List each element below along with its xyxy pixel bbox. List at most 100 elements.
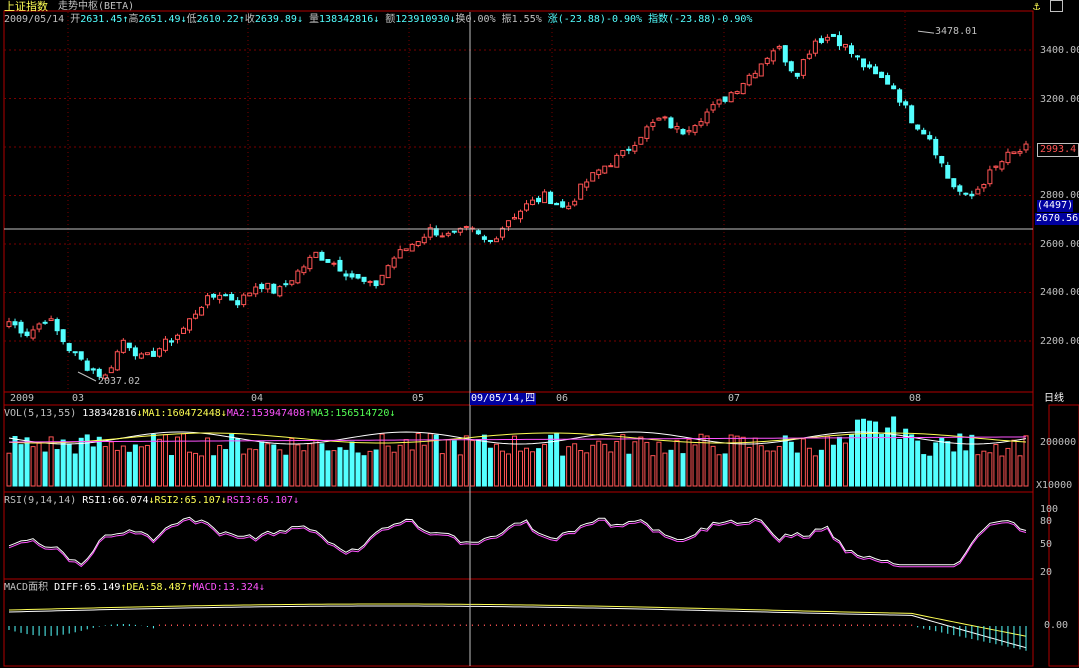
volume-bar — [656, 441, 662, 487]
volume-bar — [1017, 455, 1023, 487]
rsi-tick: 50 — [1040, 539, 1053, 550]
volume-bar — [229, 433, 235, 487]
candle-body — [999, 161, 1005, 170]
candle-body — [36, 323, 42, 330]
volume-bar — [475, 439, 481, 487]
restore-window-icon[interactable] — [1050, 0, 1063, 12]
volume-bar — [836, 436, 842, 487]
candle-body — [253, 286, 259, 295]
volume-bar — [505, 453, 511, 487]
volume-bar — [18, 444, 24, 487]
candle-body — [373, 280, 379, 287]
candle-body — [138, 353, 144, 359]
candle-body — [1023, 143, 1029, 151]
rsi-header: RSI(9,14,14) RSI1:66.074↓RSI2:65.107↓RSI… — [4, 495, 299, 507]
volume-bar — [758, 445, 764, 487]
volume-bar — [156, 438, 162, 487]
x-axis-label: 03 — [72, 393, 85, 404]
volume-bar — [945, 441, 951, 487]
diff-label: DIFF: — [54, 582, 85, 593]
candle-body — [542, 191, 548, 204]
candle-body — [12, 321, 18, 326]
candle-body — [921, 129, 927, 135]
volume-bar — [463, 435, 469, 487]
info-high-arrow: ↓ — [180, 14, 187, 25]
rsi3-arrow: ↓ — [293, 495, 300, 506]
candle-body — [126, 342, 132, 349]
candle-body — [704, 111, 710, 124]
candle-body — [451, 230, 457, 233]
candle-body — [283, 283, 289, 286]
volume-bar — [806, 447, 812, 487]
volume-bar — [409, 449, 415, 487]
candle-body — [120, 339, 126, 353]
candle-body — [927, 135, 933, 140]
panel-frames — [3, 10, 1079, 667]
volume-bar — [6, 452, 12, 487]
volume-bar — [674, 439, 680, 487]
volume-bar — [909, 434, 915, 487]
candle-body — [680, 129, 686, 135]
candle-body — [18, 321, 24, 334]
info-vol-label: 量 — [309, 14, 320, 25]
low-marker-label: 2037.02 — [98, 376, 141, 387]
info-low-arrow: ↑ — [238, 14, 245, 25]
volume-bar — [728, 434, 734, 487]
volume-bar — [367, 450, 373, 487]
candle-body — [861, 58, 867, 68]
vol-header: VOL(5,13,55) 138342816↓MA1:160472448↓MA2… — [4, 408, 395, 420]
volume-bar — [975, 454, 981, 487]
volume-bar — [830, 444, 836, 487]
volume-bar — [289, 438, 295, 487]
candle-body — [524, 203, 530, 211]
volume-bar — [951, 451, 957, 487]
candle-body — [602, 165, 608, 174]
period-label[interactable]: 日线 — [1044, 393, 1064, 404]
candle-body — [1011, 151, 1017, 155]
volume-bar — [114, 449, 120, 487]
indicator-lines — [8, 431, 1027, 649]
candle-body — [313, 251, 319, 258]
volume-bar — [253, 449, 259, 487]
volume-bar — [818, 449, 824, 487]
candle-body — [578, 183, 584, 200]
candle-body — [873, 66, 879, 75]
candle-body — [782, 45, 788, 63]
candle-body — [493, 238, 499, 243]
info-close-label: 收 — [244, 14, 255, 25]
volume-bar — [915, 440, 921, 487]
volume-bar — [824, 435, 830, 487]
candle-body — [608, 165, 614, 168]
volume-bar — [794, 452, 800, 487]
volume-bar — [385, 445, 391, 487]
volume-bar — [12, 436, 18, 487]
candle-body — [848, 45, 854, 54]
rsi-tick: 100 — [1040, 504, 1059, 515]
info-open-label: 开 — [70, 14, 81, 25]
candle-body — [818, 38, 824, 43]
volume-bar — [921, 454, 927, 487]
volume-bar — [187, 451, 193, 487]
candle-body — [590, 172, 596, 182]
volume-bar — [578, 450, 584, 487]
volume-bar — [897, 438, 903, 487]
candle-body — [536, 197, 542, 203]
anchor-icon[interactable]: ⚓ — [1033, 0, 1041, 13]
macd-header: MACD面积 DIFF:65.149↑DEA:58.487↑MACD:13.32… — [4, 582, 265, 594]
candle-body — [42, 321, 48, 324]
high-marker-label: 3478.01 — [935, 26, 978, 37]
volume-bar — [144, 444, 150, 487]
volume-bar — [933, 442, 939, 487]
candle-body — [379, 274, 385, 285]
volume-bar — [60, 439, 66, 487]
candle-body — [800, 59, 806, 76]
candle-body — [644, 126, 650, 139]
candle-body — [957, 185, 963, 192]
volume-bar — [433, 434, 439, 487]
volume-bar — [800, 438, 806, 487]
volume-bar — [325, 450, 331, 487]
candle-body — [614, 154, 620, 168]
volume-bar — [301, 450, 307, 487]
